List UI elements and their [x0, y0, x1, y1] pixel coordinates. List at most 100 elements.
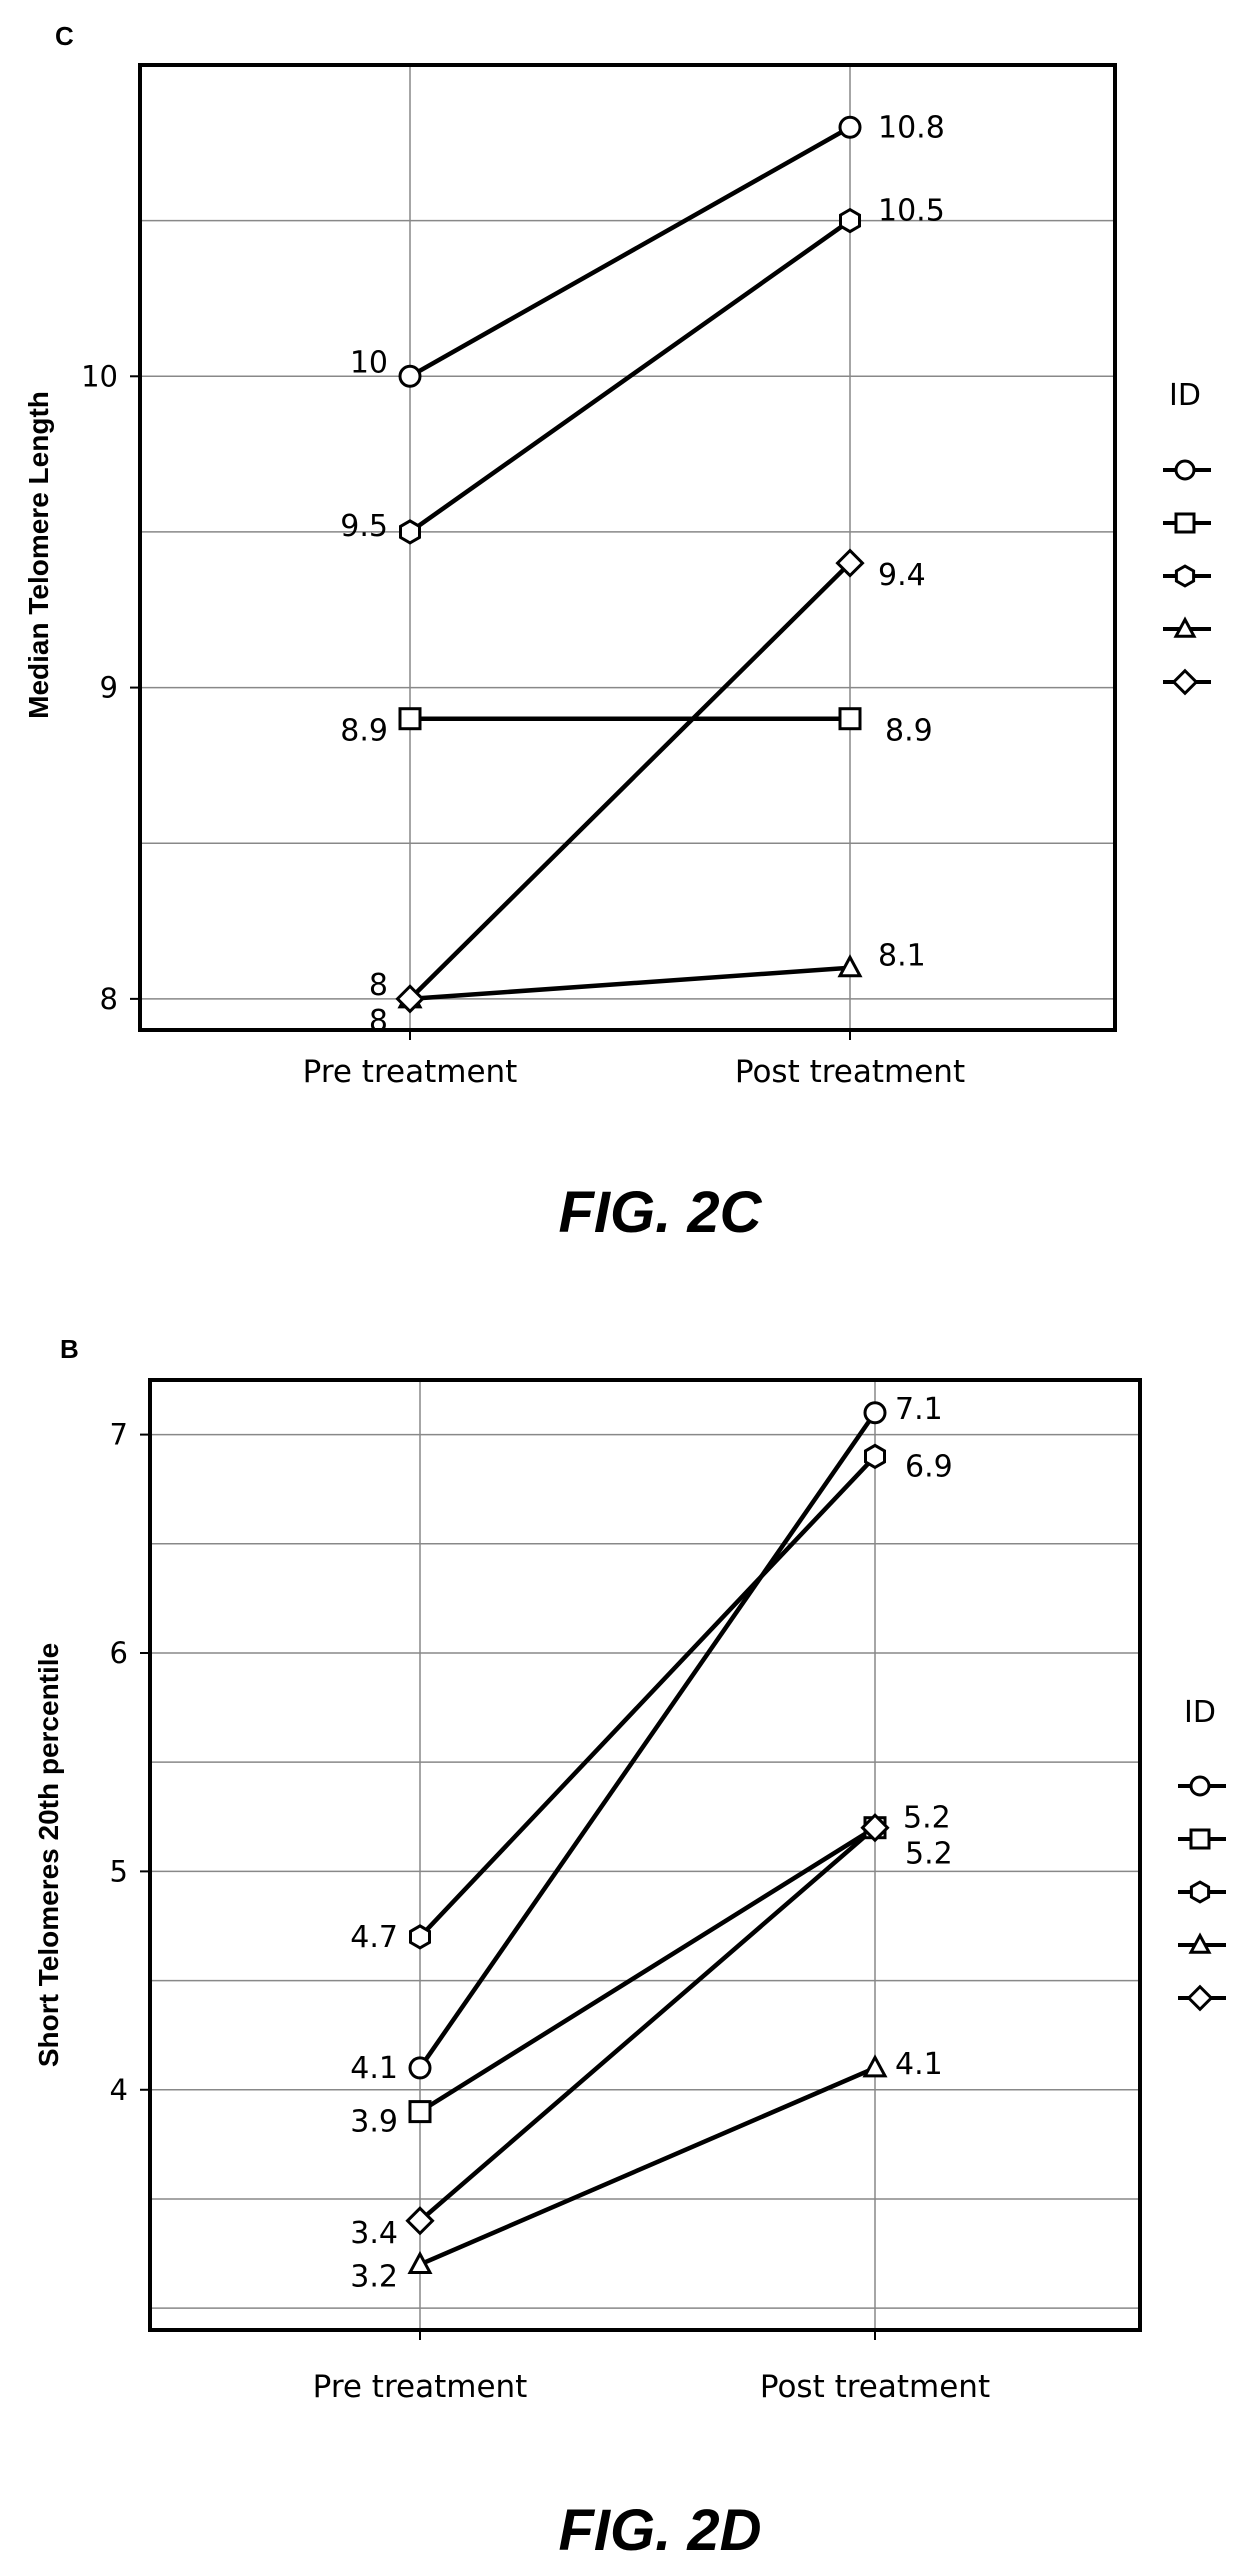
y-axis-label: Median Telomere Length — [23, 391, 54, 719]
legend-marker-square — [1189, 1828, 1211, 1850]
data-point-circle — [398, 364, 422, 388]
legend: ID — [1178, 1695, 1226, 2012]
series-triangle — [409, 965, 851, 1002]
data-label: 9.5 — [340, 509, 388, 544]
y-tick-label: 4 — [110, 2073, 128, 2107]
data-label: 10.5 — [878, 194, 945, 229]
x-category-label: Post treatment — [735, 1054, 965, 1090]
chart-panel-2: B 4 5 6 7 Pre treatment Post treatment Short Te… — [33, 1334, 1226, 2563]
series-line — [409, 965, 851, 1002]
legend-marker-square — [1174, 512, 1196, 534]
series-line — [408, 125, 852, 379]
panel-letter: B — [60, 1334, 79, 1364]
series-circle — [408, 125, 852, 379]
data-point-circle — [838, 115, 862, 139]
legend-marker-hexagon — [1174, 564, 1196, 588]
series-line — [418, 1825, 877, 2223]
y-axis-label: Short Telomeres 20th percentile — [33, 1643, 64, 2067]
data-label: 10.8 — [878, 110, 945, 145]
data-point-triangle — [407, 2250, 433, 2274]
data-label: 7.1 — [895, 1392, 943, 1427]
y-tick-label: 7 — [110, 1418, 128, 1452]
data-label: 6.9 — [905, 1449, 953, 1484]
legend-title: ID — [1169, 378, 1201, 413]
x-category-label: Pre treatment — [313, 2369, 528, 2405]
series-triangle — [419, 2065, 876, 2267]
data-point-diamond — [405, 2206, 435, 2236]
gridlines — [140, 64, 1115, 1030]
data-label: 4.1 — [895, 2047, 943, 2082]
plot-frame — [148, 1378, 1142, 2332]
data-label: 4.7 — [350, 1920, 398, 1955]
legend-marker-triangle — [1173, 616, 1197, 638]
data-label: 8.9 — [885, 714, 933, 749]
series-line — [408, 218, 852, 534]
figure-caption: FIG. 2C — [558, 1180, 762, 1245]
series-line — [408, 561, 852, 1001]
data-point-hexagon — [399, 519, 421, 545]
legend-marker-circle — [1189, 1775, 1211, 1797]
y-tick-label: 10 — [81, 359, 118, 393]
series-diamond — [418, 1825, 877, 2223]
data-point-diamond — [835, 548, 865, 578]
data-label: 8 — [369, 968, 388, 1003]
data-label: 8.1 — [878, 939, 926, 974]
x-category-label: Pre treatment — [303, 1054, 518, 1090]
data-label: 3.9 — [350, 2105, 398, 2140]
legend-marker-triangle — [1188, 1932, 1212, 1954]
panel-letter: C — [55, 21, 74, 51]
legend-marker-hexagon — [1189, 1880, 1211, 1904]
data-label: 3.4 — [350, 2216, 398, 2251]
y-tick-label: 5 — [110, 1854, 128, 1888]
series-points-diamond: 3.4 5.2 — [350, 1813, 953, 2251]
data-label: 5.2 — [903, 1801, 951, 1836]
data-point-triangle — [862, 2054, 888, 2078]
plot-frame — [138, 63, 1117, 1032]
data-label: 9.4 — [878, 558, 926, 593]
gridlines — [150, 1380, 1140, 2330]
data-point-square — [398, 707, 422, 731]
series-points-square: 8.9 8.9 — [340, 707, 933, 749]
series-points-diamond: 89.4 — [369, 548, 926, 1014]
data-point-circle — [863, 1401, 887, 1425]
data-label: 8.9 — [340, 714, 388, 749]
series-points-hexagon: 9.5 10.5 — [340, 194, 945, 545]
y-tick-label: 8 — [100, 982, 118, 1016]
series-circle — [418, 1411, 877, 2070]
legend-title: ID — [1184, 1695, 1216, 1730]
data-point-circle — [408, 2056, 432, 2080]
series-points-hexagon: 4.7 6.9 — [350, 1443, 953, 1955]
legend: ID — [1163, 378, 1211, 696]
data-label: 4.1 — [350, 2051, 398, 2086]
data-point-triangle — [837, 954, 863, 978]
series-square — [418, 1825, 877, 2114]
legend-marker-diamond — [1186, 1984, 1214, 2012]
series-hexagon — [418, 1454, 877, 1939]
data-point-diamond — [860, 1813, 890, 1843]
series-line — [418, 1454, 877, 1939]
data-point-hexagon — [864, 1443, 886, 1470]
data-point-diamond — [395, 984, 425, 1014]
series-points-circle: 10 10.8 — [350, 110, 945, 388]
data-label: 8 — [369, 1004, 388, 1039]
series-line — [419, 2065, 876, 2267]
series-line — [418, 1825, 877, 2114]
data-label: 5.2 — [905, 1837, 953, 1872]
legend-marker-diamond — [1171, 668, 1199, 696]
data-point-square — [838, 707, 862, 731]
series-points-circle: 4.1 7.1 — [350, 1392, 942, 2086]
data-point-square — [408, 2100, 432, 2124]
series-points-triangle: 3.2 4.1 — [350, 2047, 942, 2295]
series-diamond — [408, 561, 852, 1001]
series-line — [418, 1411, 877, 2070]
data-point-hexagon — [409, 1924, 431, 1950]
x-category-label: Post treatment — [760, 2369, 990, 2405]
series-hexagon — [408, 218, 852, 534]
y-tick-label: 9 — [100, 671, 118, 705]
y-tick-label: 6 — [110, 1636, 128, 1670]
data-point-hexagon — [839, 207, 861, 234]
figure-caption: FIG. 2D — [558, 2498, 761, 2563]
data-label: 10 — [350, 345, 388, 380]
chart-panel-1: C 8 9 10 Pre treatment Post treatment Median T… — [23, 21, 1211, 1245]
